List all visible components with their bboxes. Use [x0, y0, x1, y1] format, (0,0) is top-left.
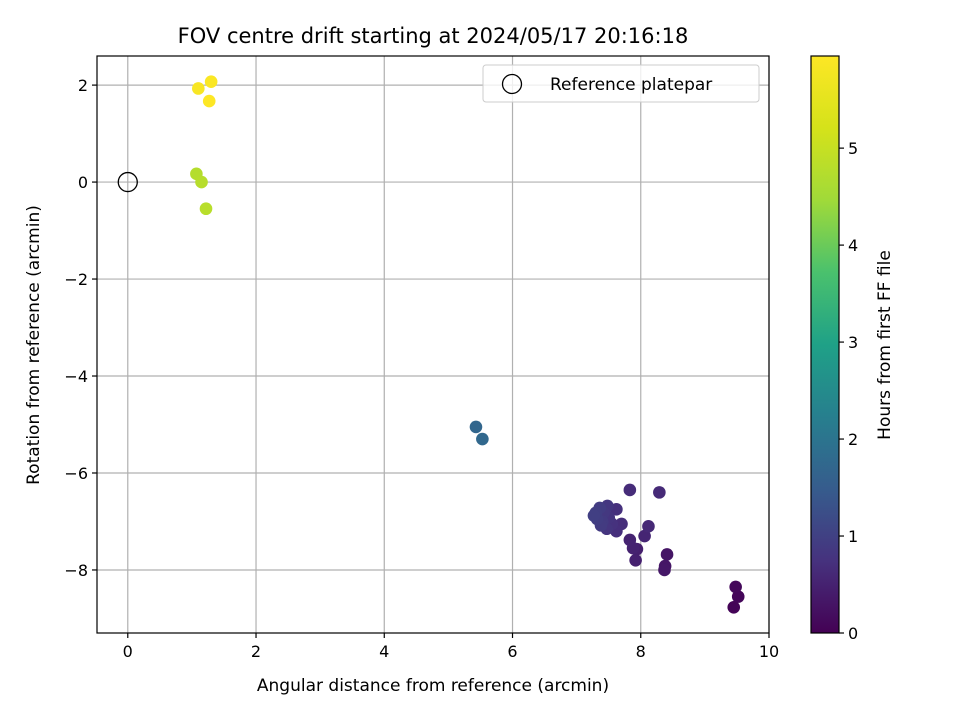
colorbar-tick-label: 5: [848, 139, 858, 158]
y-tick-label: −2: [64, 270, 88, 289]
y-tick-label: −4: [64, 367, 88, 386]
x-axis-label: Angular distance from reference (arcmin): [257, 676, 609, 696]
colorbar-ticks: 0 1 2 3 4 5: [839, 139, 858, 643]
legend-marker-icon: [501, 73, 523, 95]
data-points: [190, 75, 745, 614]
x-tick-label: 0: [123, 642, 133, 661]
data-point: [204, 75, 218, 88]
colorbar-label: Hours from first FF file: [875, 250, 895, 440]
chart-title: FOV centre drift starting at 2024/05/17 …: [178, 24, 689, 48]
reference-marker: [117, 171, 138, 193]
data-point: [629, 553, 642, 567]
legend-label: Reference platepar: [550, 75, 712, 95]
data-point: [199, 202, 213, 216]
y-tick-label: −6: [64, 464, 88, 483]
colorbar-gradient: [811, 56, 839, 633]
data-point: [623, 483, 637, 497]
colorbar-tick-label: 4: [848, 236, 858, 255]
y-tick-label: 2: [78, 76, 88, 95]
data-point: [623, 533, 637, 547]
colorbar-tick-label: 2: [848, 430, 858, 449]
data-point: [587, 509, 601, 522]
colorbar-frame: [810, 55, 840, 634]
x-tick-label: 6: [507, 642, 517, 661]
y-tick-label: −8: [64, 561, 88, 580]
data-point: [658, 563, 671, 577]
plot-area: [97, 56, 769, 633]
data-point: [195, 175, 208, 189]
data-point: [192, 82, 205, 95]
x-tick-label: 4: [379, 642, 389, 661]
x-axis-ticks: 0 2 4 6 8 10: [123, 633, 779, 661]
data-point: [653, 486, 666, 499]
colorbar-tick-label: 1: [848, 527, 858, 546]
y-axis-label: Rotation from reference (arcmin): [24, 205, 44, 485]
data-point: [729, 580, 742, 594]
x-tick-label: 2: [251, 642, 261, 661]
x-tick-label: 10: [759, 642, 779, 661]
data-point: [469, 420, 483, 434]
legend-box: [482, 64, 760, 103]
y-axis-ticks: 2 0 −2 −4 −6 −8: [64, 76, 97, 580]
x-tick-label: 8: [636, 642, 646, 661]
colorbar: 0 1 2 3 4 5 Hours from first FF file: [810, 55, 895, 643]
plot-frame: [96, 55, 770, 634]
colorbar-tick-label: 3: [848, 333, 858, 352]
data-point: [642, 520, 655, 533]
data-point: [731, 590, 745, 603]
data-point: [202, 94, 216, 108]
data-point: [638, 529, 651, 543]
colorbar-tick-label: 0: [848, 624, 858, 643]
data-point: [660, 548, 674, 561]
y-tick-label: 0: [78, 173, 88, 192]
data-point: [476, 432, 489, 446]
legend: Reference platepar: [482, 64, 760, 103]
data-point: [727, 601, 741, 614]
